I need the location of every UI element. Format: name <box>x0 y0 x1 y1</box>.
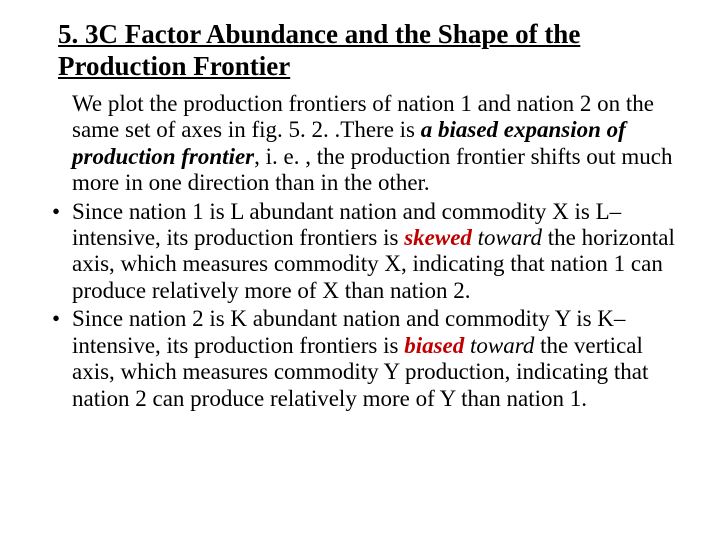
section-title: 5. 3C Factor Abundance and the Shape of … <box>48 18 682 83</box>
text-emphasis: toward <box>472 225 542 250</box>
text-emphasis: biased <box>404 333 464 358</box>
text-emphasis: skewed <box>404 225 472 250</box>
list-item: We plot the production frontiers of nati… <box>48 91 682 197</box>
text-emphasis: toward <box>464 333 534 358</box>
content-list: We plot the production frontiers of nati… <box>48 91 682 412</box>
list-item: Since nation 1 is L abundant nation and … <box>48 199 682 305</box>
list-item: Since nation 2 is K abundant nation and … <box>48 306 682 412</box>
